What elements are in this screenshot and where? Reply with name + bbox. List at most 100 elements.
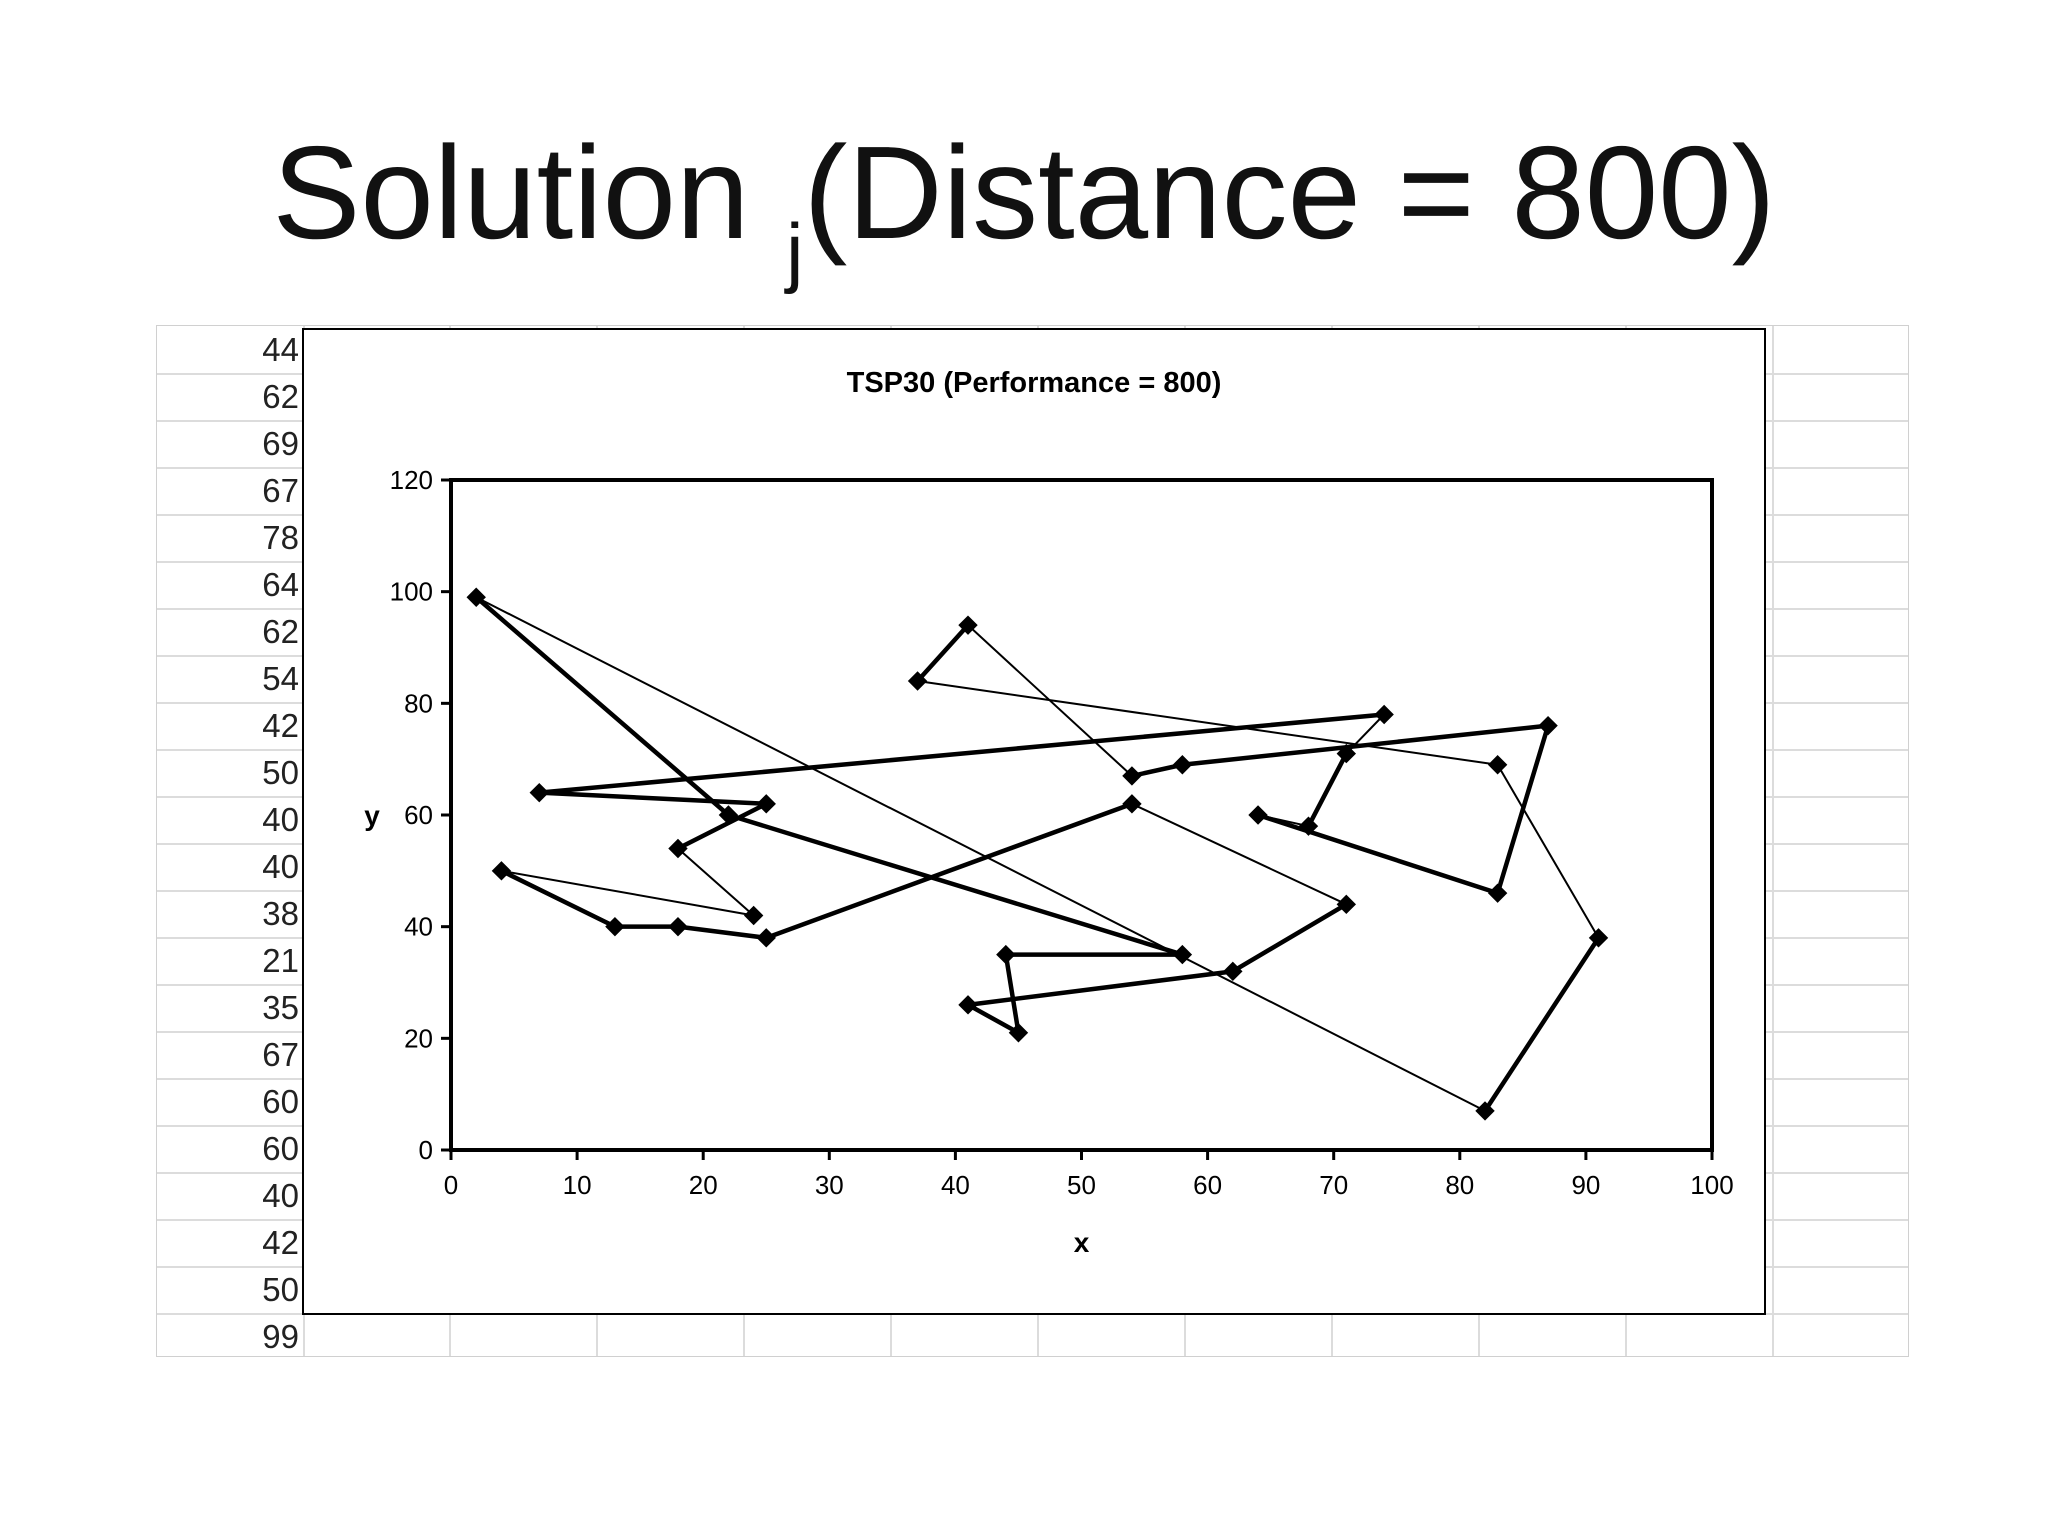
city-point — [1122, 794, 1142, 814]
city-point — [605, 916, 625, 937]
y-tick-label: 20 — [404, 1023, 433, 1053]
sheet-cell-value: 21 — [262, 942, 299, 979]
x-tick-label: 50 — [1067, 1170, 1096, 1200]
x-tick-label: 10 — [563, 1170, 592, 1200]
city-point — [1374, 704, 1394, 725]
x-tick-label: 70 — [1319, 1170, 1348, 1200]
city-point — [491, 861, 512, 881]
city-point — [1487, 755, 1508, 775]
tour-segment — [676, 847, 755, 917]
tour-segment — [764, 801, 1135, 941]
tour-segment — [1129, 762, 1185, 779]
city-point — [958, 615, 978, 635]
tour-segment — [726, 812, 1185, 957]
sheet-column-line — [1772, 326, 1774, 1356]
city-point — [1172, 944, 1193, 965]
x-tick-label: 40 — [941, 1170, 970, 1200]
slide-title-subscript: j — [786, 207, 804, 295]
tour-segment — [499, 868, 618, 929]
city-point — [958, 995, 978, 1015]
city-point — [668, 916, 688, 937]
x-tick-label: 60 — [1193, 1170, 1222, 1200]
sheet-cell-value: 67 — [262, 1036, 299, 1073]
city-point — [1588, 928, 1609, 948]
tour-segment — [1496, 763, 1600, 939]
tour-segment — [473, 595, 731, 818]
tour-segment — [1130, 802, 1348, 906]
city-point — [743, 905, 764, 926]
sheet-cell-value: 40 — [262, 848, 299, 885]
sheet-cell-value: 40 — [262, 1177, 299, 1214]
y-tick-label: 120 — [390, 465, 433, 495]
tour-segment — [1255, 812, 1500, 896]
tour-segment — [1230, 902, 1349, 974]
sheet-cell-value: 50 — [262, 754, 299, 791]
x-tick-label: 30 — [815, 1170, 844, 1200]
city-point — [1336, 894, 1357, 915]
slide-title-rest: (Distance = 800) — [803, 119, 1776, 266]
x-tick-label: 90 — [1571, 1170, 1600, 1200]
tour-segment — [537, 790, 769, 807]
tour-segment — [475, 596, 1487, 1112]
city-point — [1248, 805, 1268, 825]
tour-segment — [1345, 713, 1386, 755]
sheet-cell-value: 40 — [262, 801, 299, 838]
city-point — [1538, 715, 1558, 736]
tour-segment — [1482, 935, 1601, 1114]
city-point — [756, 794, 776, 814]
slide-title-main: Solution — [272, 119, 787, 266]
sheet-cell-value: 42 — [262, 1224, 299, 1261]
city-point — [1336, 743, 1357, 764]
city-point — [1008, 1023, 1029, 1043]
tour-segment — [965, 1002, 1021, 1035]
tour-segment — [537, 712, 1387, 795]
sheet-cell-value: 38 — [262, 895, 299, 932]
sheet-cell-value: 50 — [262, 1271, 299, 1308]
city-point — [907, 671, 928, 691]
chart-title: TSP30 (Performance = 800) — [847, 367, 1222, 399]
sheet-cell-value: 69 — [262, 425, 299, 462]
city-point — [1475, 1101, 1495, 1121]
sheet-cell-value: 62 — [262, 378, 299, 415]
tour-segment — [1003, 952, 1021, 1035]
tour-segment — [675, 801, 769, 851]
sheet-cell-value: 54 — [262, 660, 299, 697]
city-point — [1487, 883, 1508, 903]
city-point — [1172, 755, 1193, 775]
y-axis-label: y — [364, 800, 380, 831]
tsp-chart: TSP30 (Performance = 800) 0 10 20 30 40 50 60 70… — [364, 367, 1733, 1258]
x-axis-label: x — [1074, 1227, 1090, 1258]
y-tick-label: 100 — [390, 577, 433, 607]
x-tick-label: 0 — [444, 1170, 458, 1200]
sheet-cell-value: 60 — [262, 1083, 299, 1120]
sheet-cell-value: 78 — [262, 519, 299, 556]
city-point — [1298, 816, 1319, 836]
y-tick-label: 0 — [419, 1135, 433, 1165]
city-point — [756, 928, 776, 948]
city-point — [1223, 961, 1243, 982]
tour-segment — [1257, 814, 1310, 828]
sheet-cell-value: 35 — [262, 989, 299, 1026]
sheet-cell-value: 64 — [262, 566, 299, 603]
tour-segment — [500, 869, 755, 917]
slide-title: Solution j(Distance = 800) — [0, 118, 2048, 326]
sheet-cell-value: 60 — [262, 1130, 299, 1167]
chart-frame: TSP30 (Performance = 800) 0 10 20 30 40 50 60 70… — [302, 328, 1766, 1315]
city-point — [1122, 766, 1142, 786]
sheet-cell-value: 99 — [262, 1318, 299, 1355]
city-point — [996, 944, 1016, 965]
city-point — [718, 805, 739, 825]
y-tick-label: 60 — [404, 800, 433, 830]
sheet-cell-value: 42 — [262, 707, 299, 744]
sheet-cell-value: 62 — [262, 613, 299, 650]
x-tick-label: 80 — [1445, 1170, 1474, 1200]
tour-segment — [915, 622, 971, 684]
sheet-cell-value: 44 — [262, 331, 299, 368]
x-tick-label: 100 — [1690, 1170, 1733, 1200]
tour-segment — [1306, 751, 1349, 829]
city-point — [668, 838, 688, 859]
y-tick-label: 80 — [404, 688, 433, 718]
tour-segment — [916, 680, 1499, 766]
city-point — [466, 587, 486, 607]
y-tick-label: 40 — [404, 912, 433, 942]
